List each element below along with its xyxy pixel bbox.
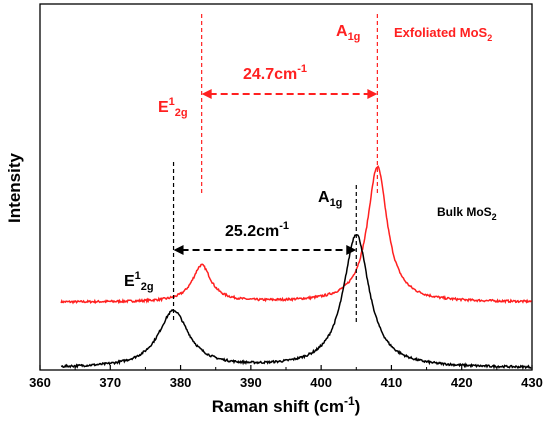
- x-axis-tick-labels: 360 370 380 390 400 410 420 430: [29, 375, 543, 390]
- peak-label-bulk-a1g: A1g: [318, 189, 342, 209]
- series-line-bulk: [60, 234, 532, 370]
- arrowhead-exfoliated-left: [201, 89, 212, 99]
- series-line-exfoliated: [60, 165, 532, 305]
- series-label-bulk: Bulk MoS2: [437, 205, 497, 222]
- separation-label-exfoliated: 24.7cm-1: [243, 63, 307, 83]
- x-tick-label-410: 410: [381, 375, 403, 390]
- x-tick-label-370: 370: [99, 375, 121, 390]
- x-tick-label-400: 400: [310, 375, 332, 390]
- separation-label-bulk: 25.2cm-1: [225, 220, 289, 240]
- plot-frame: [39, 3, 533, 371]
- x-tick-label-380: 380: [170, 375, 192, 390]
- x-axis-title: Raman shift (cm-1): [212, 394, 361, 416]
- x-tick-label-430: 430: [521, 375, 543, 390]
- peak-label-exfoliated-a1g: A1g: [336, 23, 360, 43]
- peak-label-exfoliated-e2g: E12g: [158, 96, 188, 119]
- arrowhead-exfoliated-right: [367, 89, 378, 99]
- x-tick-label-360: 360: [29, 375, 51, 390]
- x-tick-label-420: 420: [451, 375, 473, 390]
- arrowhead-bulk-right: [346, 245, 357, 255]
- series-label-exfoliated: Exfoliated MoS2: [394, 25, 492, 43]
- arrowhead-bulk-left: [173, 245, 184, 255]
- x-tick-label-390: 390: [240, 375, 262, 390]
- x-axis-ticks: [39, 365, 533, 370]
- y-axis-title: Intensity: [5, 153, 24, 223]
- peak-label-bulk-e2g: E12g: [124, 270, 154, 293]
